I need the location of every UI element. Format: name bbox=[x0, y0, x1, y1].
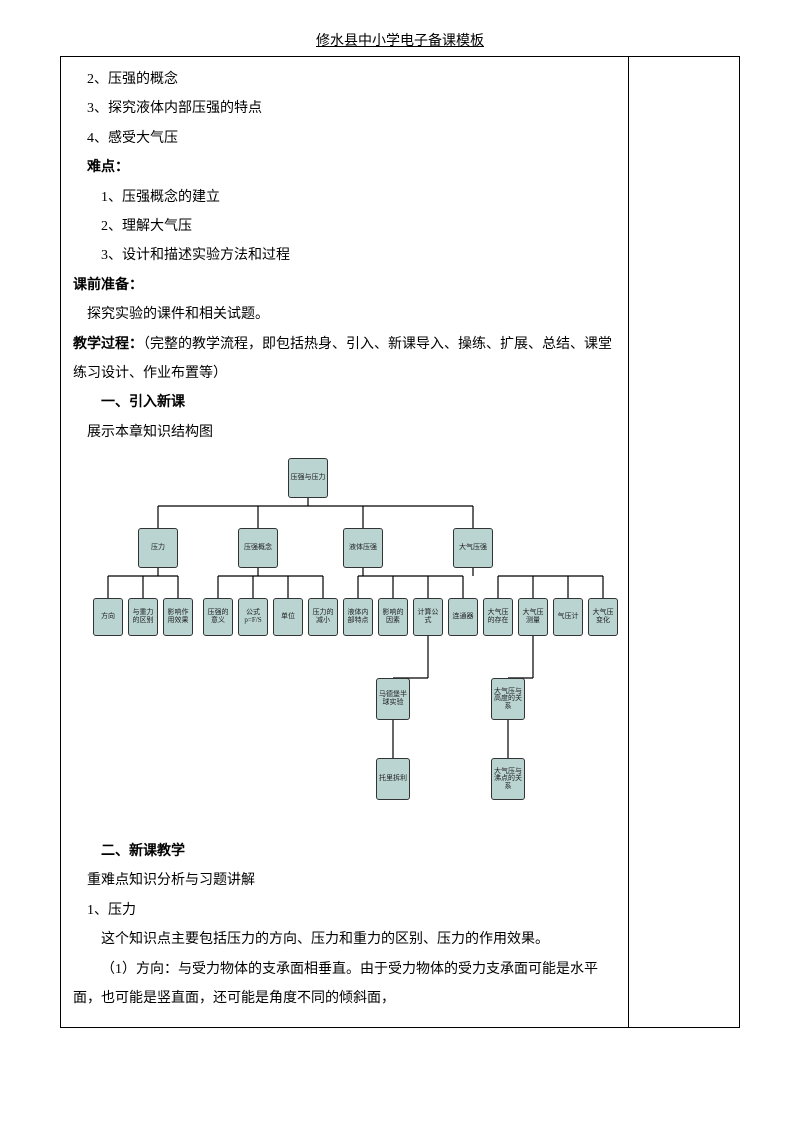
chart-leaf-node: 气压计 bbox=[553, 598, 583, 636]
document-frame: 2、压强的概念 3、探究液体内部压强的特点 4、感受大气压 难点： 1、压强概念… bbox=[60, 56, 740, 1028]
chart-leaf-node: 压力的减小 bbox=[308, 598, 338, 636]
text-line: 展示本章知识结构图 bbox=[73, 418, 616, 447]
chart-l2-node: 压强概念 bbox=[238, 528, 278, 568]
chart-leaf-node: 影响作用效果 bbox=[163, 598, 193, 636]
text-line: 2、理解大气压 bbox=[73, 212, 616, 241]
side-column bbox=[629, 57, 739, 1027]
paragraph: （1）方向：与受力物体的支承面相垂直。由于受力物体的受力支承面可能是水平面，也可… bbox=[73, 955, 616, 1014]
chart-leaf-node: 大气压的存在 bbox=[483, 598, 513, 636]
chart-leaf-node: 影响的因素 bbox=[378, 598, 408, 636]
chart-l2-node: 液体压强 bbox=[343, 528, 383, 568]
chart-leaf-node: 方向 bbox=[93, 598, 123, 636]
chart-leaf-node: 公式p=F/S bbox=[238, 598, 268, 636]
chart-sub-node: 大气压与沸点的关系 bbox=[491, 758, 525, 800]
difficulty-title: 难点： bbox=[73, 153, 616, 182]
text-line: 2、压强的概念 bbox=[73, 65, 616, 94]
chart-l2-node: 大气压强 bbox=[453, 528, 493, 568]
proc-line: 教学过程：（完整的教学流程，即包括热身、引入、新课导入、操练、扩展、总结、课堂练… bbox=[73, 330, 616, 389]
chart-sub-node: 托里拆利 bbox=[376, 758, 410, 800]
chart-sub-node: 马德堡半球实验 bbox=[376, 678, 410, 720]
chart-leaf-node: 单位 bbox=[273, 598, 303, 636]
knowledge-structure-chart: 压强与压力压力 压强概念 液体压强 大气压强方向与重力的区别影响作用效果压强的意义公式… bbox=[73, 453, 616, 833]
text-line: 4、感受大气压 bbox=[73, 124, 616, 153]
prep-title: 课前准备： bbox=[73, 278, 143, 293]
page-header: 修水县中小学电子备课模板 bbox=[60, 30, 740, 50]
chart-leaf-node: 与重力的区别 bbox=[128, 598, 158, 636]
chart-l2-node: 压力 bbox=[138, 528, 178, 568]
text-line: 探究实验的课件和相关试题。 bbox=[73, 300, 616, 329]
proc-body: （完整的教学流程，即包括热身、引入、新课导入、操练、扩展、总结、课堂练习设计、作… bbox=[73, 337, 612, 381]
text-line: 重难点知识分析与习题讲解 bbox=[73, 866, 616, 895]
chart-leaf-node: 大气压测量 bbox=[518, 598, 548, 636]
chart-leaf-node: 连通器 bbox=[448, 598, 478, 636]
prep-line: 课前准备： bbox=[73, 271, 616, 300]
text-line: 1、压力 bbox=[73, 896, 616, 925]
chart-root: 压强与压力 bbox=[288, 458, 328, 498]
main-column: 2、压强的概念 3、探究液体内部压强的特点 4、感受大气压 难点： 1、压强概念… bbox=[61, 57, 629, 1027]
chart-sub-node: 大气压与高度的关系 bbox=[491, 678, 525, 720]
text-line: 3、设计和描述实验方法和过程 bbox=[73, 241, 616, 270]
chart-leaf-node: 压强的意义 bbox=[203, 598, 233, 636]
text-line: 1、压强概念的建立 bbox=[73, 183, 616, 212]
proc-title: 教学过程： bbox=[73, 337, 143, 352]
paragraph: 这个知识点主要包括压力的方向、压力和重力的区别、压力的作用效果。 bbox=[73, 925, 616, 954]
text-line: 3、探究液体内部压强的特点 bbox=[73, 94, 616, 123]
chart-leaf-node: 液体内部特点 bbox=[343, 598, 373, 636]
chart-leaf-node: 大气压变化 bbox=[588, 598, 618, 636]
section-2-title: 二、新课教学 bbox=[73, 837, 616, 866]
chart-leaf-node: 计算公式 bbox=[413, 598, 443, 636]
section-1-title: 一、引入新课 bbox=[73, 388, 616, 417]
